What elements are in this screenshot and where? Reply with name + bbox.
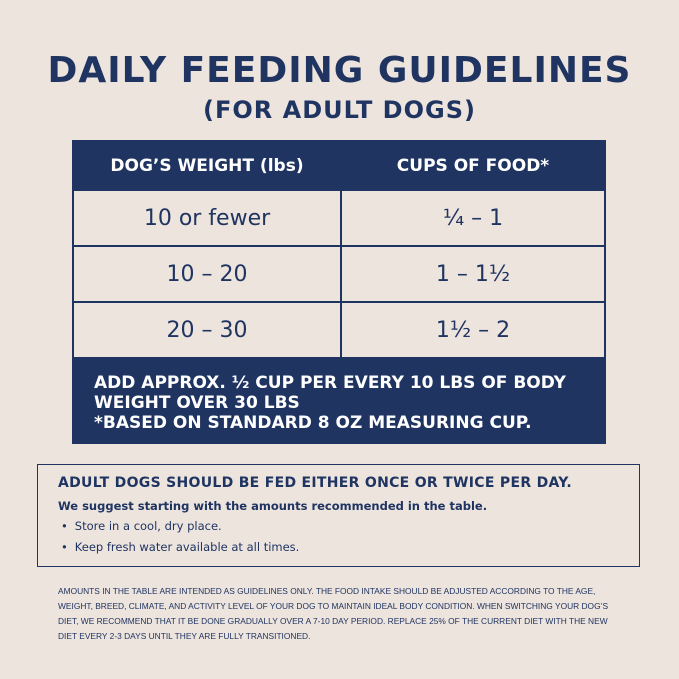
info-suggestion: We suggest starting with the amounts rec…: [58, 499, 488, 513]
bullet-dot: •: [61, 519, 68, 533]
bullet-item: • Keep fresh water available at all times…: [58, 540, 619, 554]
table-cell: 10 or fewer: [74, 189, 340, 245]
feeding-table: DOG’S WEIGHT (lbs) CUPS OF FOOD* 10 or f…: [72, 140, 606, 444]
bullet-text: Keep fresh water available at all times.: [74, 540, 300, 554]
note-line: ADD APPROX. ½ CUP PER EVERY 10 LBS OF BO…: [94, 373, 566, 413]
table-header: DOG’S WEIGHT (lbs): [74, 142, 340, 189]
table-cell: 10 – 20: [74, 245, 340, 301]
title: DAILY FEEDING GUIDELINES: [47, 50, 632, 91]
table-cell: 20 – 30: [74, 301, 340, 358]
bullet-text: Store in a cool, dry place.: [74, 519, 222, 533]
table-cell: ¼ – 1: [342, 189, 604, 245]
bullet-dot: •: [61, 540, 68, 554]
table-header: CUPS OF FOOD*: [342, 142, 604, 189]
fine-print: AMOUNTS IN THE TABLE ARE INTENDED AS GUI…: [58, 586, 609, 641]
info-box: ADULT DOGS SHOULD BE FED EITHER ONCE OR …: [37, 464, 640, 567]
table-note: ADD APPROX. ½ CUP PER EVERY 10 LBS OF BO…: [74, 357, 604, 442]
note-line: *BASED ON STANDARD 8 OZ MEASURING CUP.: [94, 413, 532, 433]
subtitle: (FOR ADULT DOGS): [203, 96, 476, 124]
info-heading: ADULT DOGS SHOULD BE FED EITHER ONCE OR …: [58, 475, 573, 491]
bullet-item: • Store in a cool, dry place.: [58, 519, 619, 533]
table-cell: 1 – 1½: [342, 245, 604, 301]
column-divider: [340, 142, 342, 358]
table-cell: 1½ – 2: [342, 301, 604, 358]
